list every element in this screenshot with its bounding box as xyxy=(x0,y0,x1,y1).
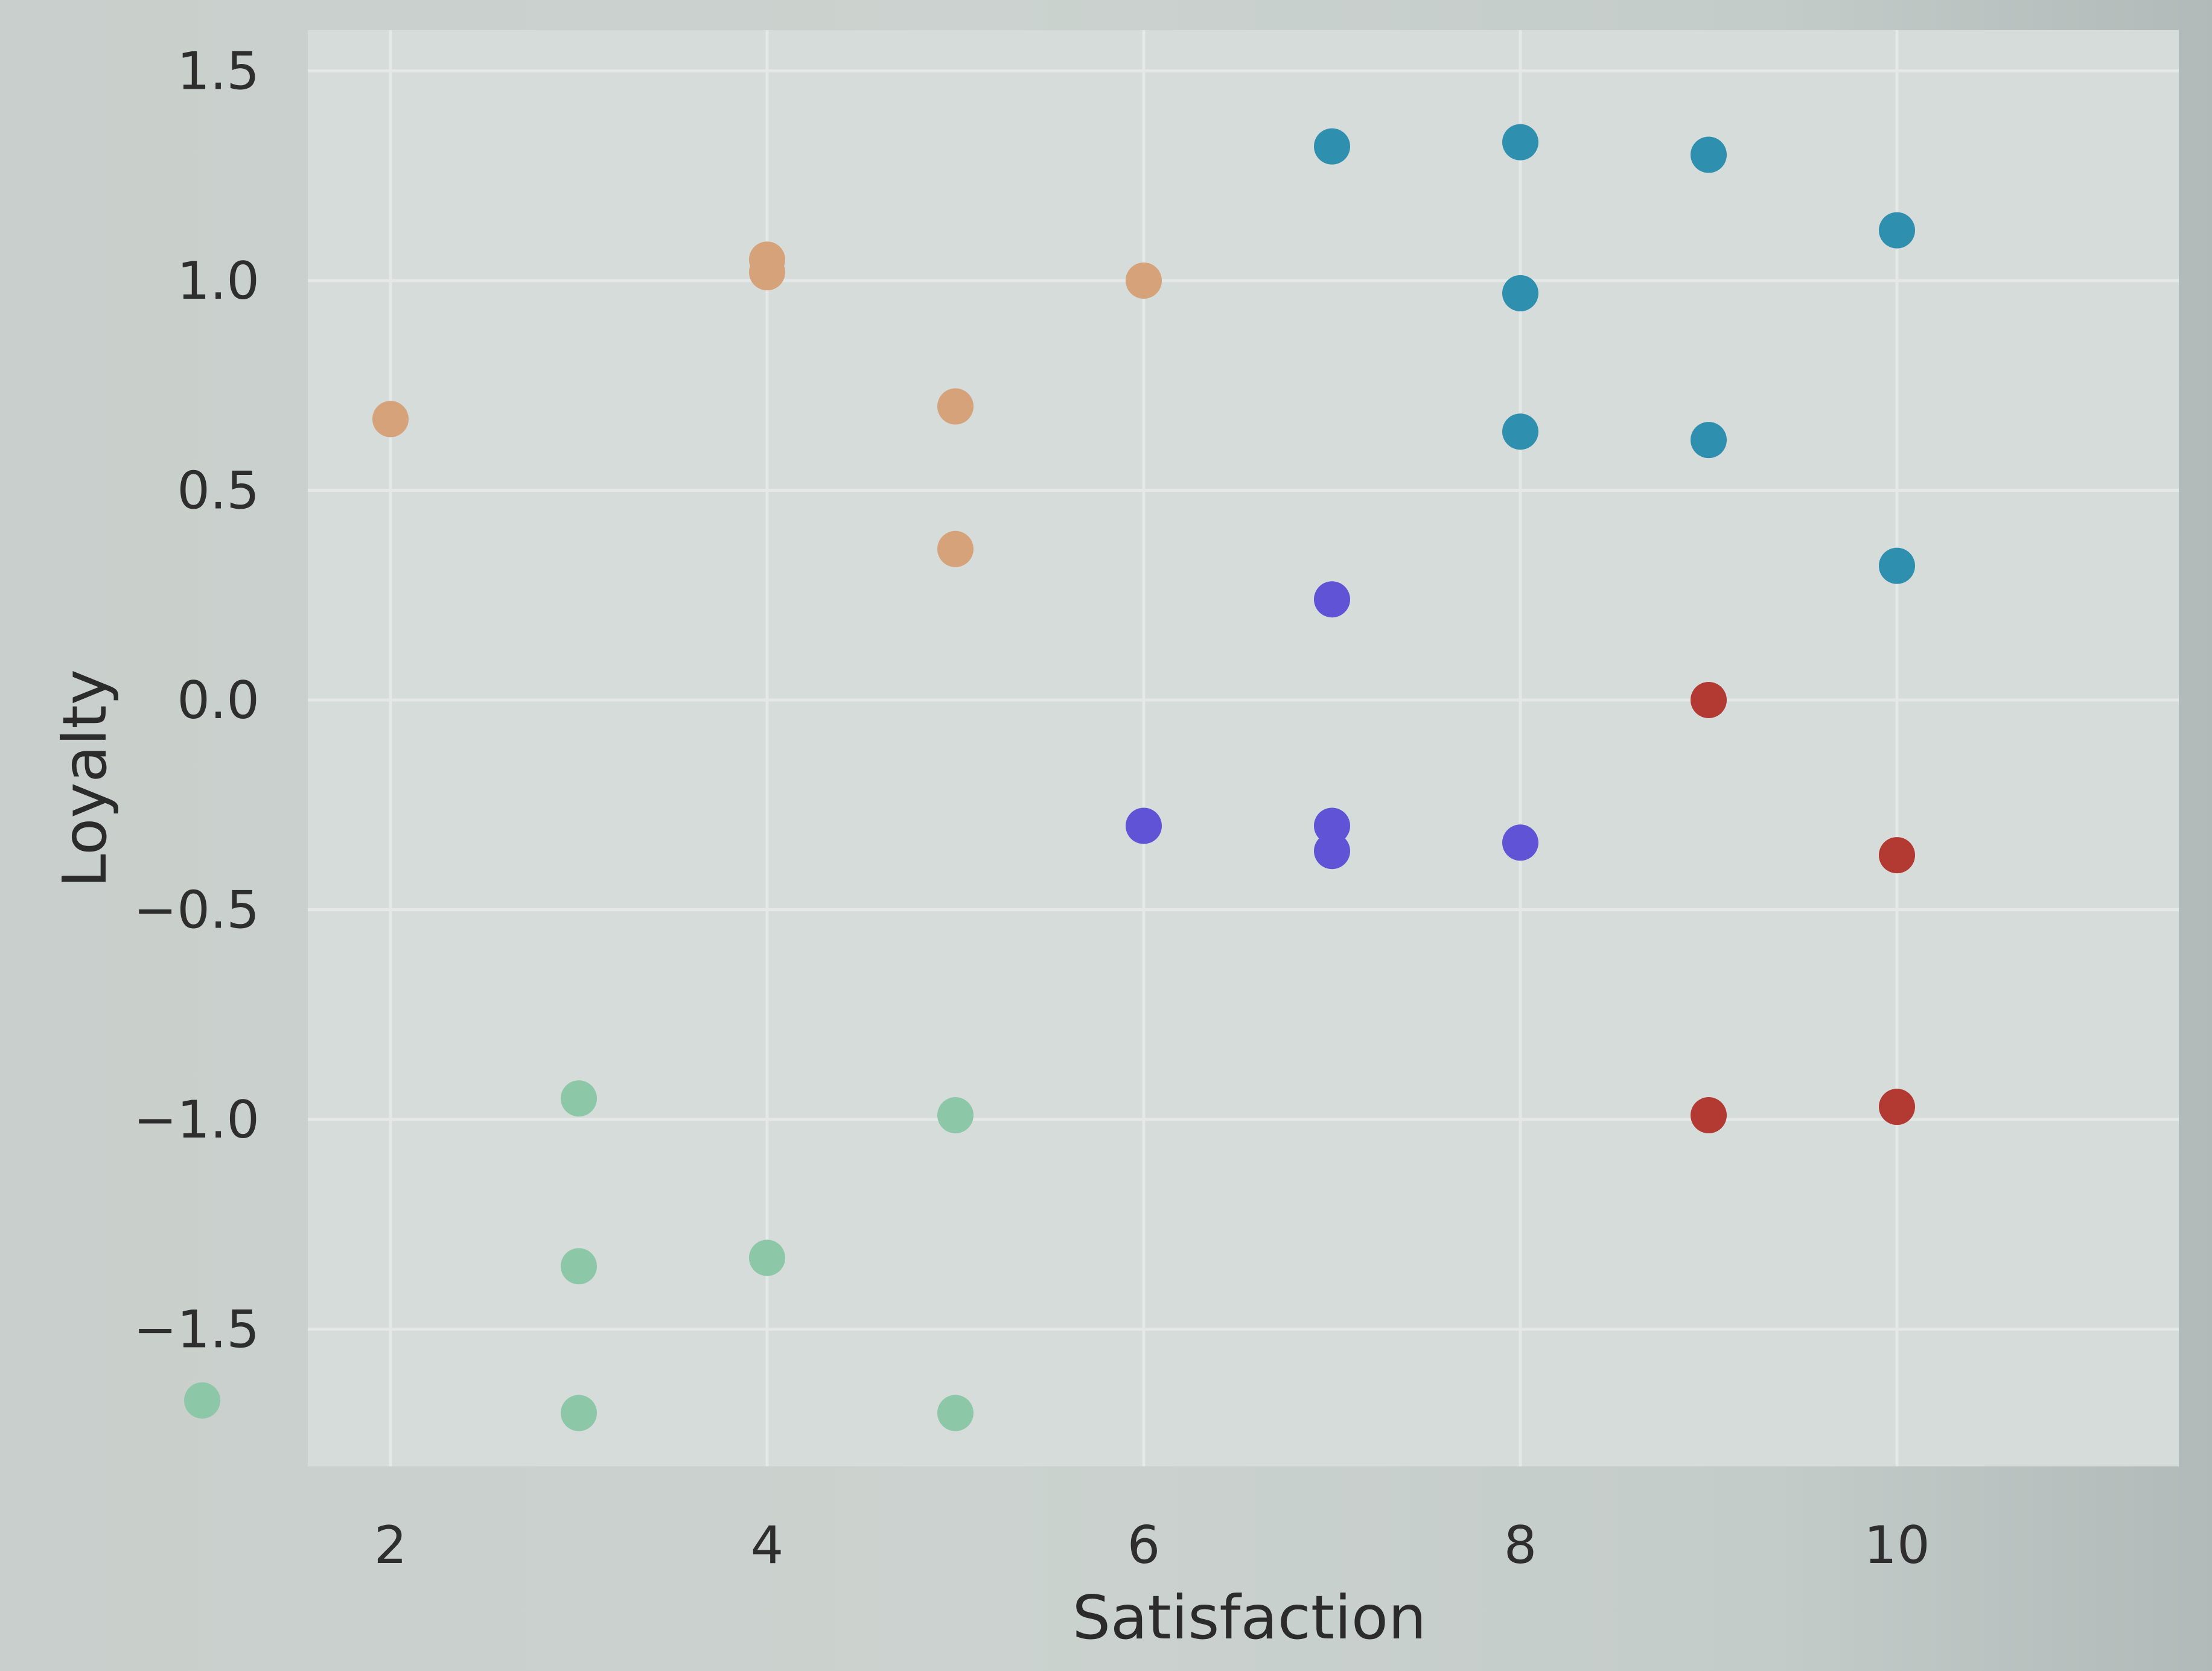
data-points xyxy=(184,124,1915,1431)
data-point xyxy=(1691,422,1727,459)
data-point xyxy=(372,401,409,438)
plot-area xyxy=(308,30,2179,1466)
x-tick-label: 8 xyxy=(1504,1515,1537,1576)
data-point xyxy=(1314,581,1350,618)
y-tick-label: −0.5 xyxy=(133,880,260,941)
data-point xyxy=(1502,275,1538,311)
x-tick-label: 2 xyxy=(374,1515,407,1576)
data-point xyxy=(561,1395,597,1431)
y-tick-label: 0.0 xyxy=(177,670,260,731)
data-point xyxy=(1314,807,1350,844)
data-point xyxy=(1502,824,1538,861)
data-point xyxy=(1502,413,1538,450)
y-axis-label: Loyalty xyxy=(49,669,120,888)
x-tick-label: 4 xyxy=(751,1515,784,1576)
data-point xyxy=(1126,807,1162,844)
x-axis-label: Satisfaction xyxy=(1073,1582,1427,1653)
data-point xyxy=(184,1382,220,1419)
y-tick-label: 1.5 xyxy=(177,42,260,102)
data-point xyxy=(1126,263,1162,299)
y-tick-label: −1.0 xyxy=(133,1090,260,1150)
x-tick-label: 6 xyxy=(1127,1515,1161,1576)
x-axis-ticks: 2 4 6 8 10 xyxy=(374,1515,1930,1576)
y-tick-label: 0.5 xyxy=(177,461,260,521)
data-point xyxy=(1691,1097,1727,1134)
data-point xyxy=(937,1395,974,1431)
data-point xyxy=(1691,136,1727,173)
x-tick-label: 10 xyxy=(1864,1515,1930,1576)
data-point xyxy=(749,1240,785,1276)
data-point xyxy=(1691,682,1727,718)
data-point xyxy=(1502,124,1538,161)
data-point xyxy=(561,1080,597,1117)
data-point xyxy=(1879,1089,1915,1125)
data-point xyxy=(1879,547,1915,584)
y-tick-label: −1.5 xyxy=(133,1300,260,1360)
data-point xyxy=(1314,833,1350,870)
data-point xyxy=(937,530,974,567)
y-tick-label: 1.0 xyxy=(177,251,260,311)
data-point xyxy=(1879,837,1915,874)
data-point xyxy=(1879,212,1915,249)
y-axis-ticks: 1.5 1.0 0.5 0.0 −0.5 −1.0 −1.5 xyxy=(133,42,260,1360)
data-point xyxy=(937,1097,974,1134)
data-point xyxy=(749,241,785,278)
data-point xyxy=(937,388,974,425)
data-point xyxy=(1314,128,1350,165)
data-point xyxy=(561,1248,597,1285)
